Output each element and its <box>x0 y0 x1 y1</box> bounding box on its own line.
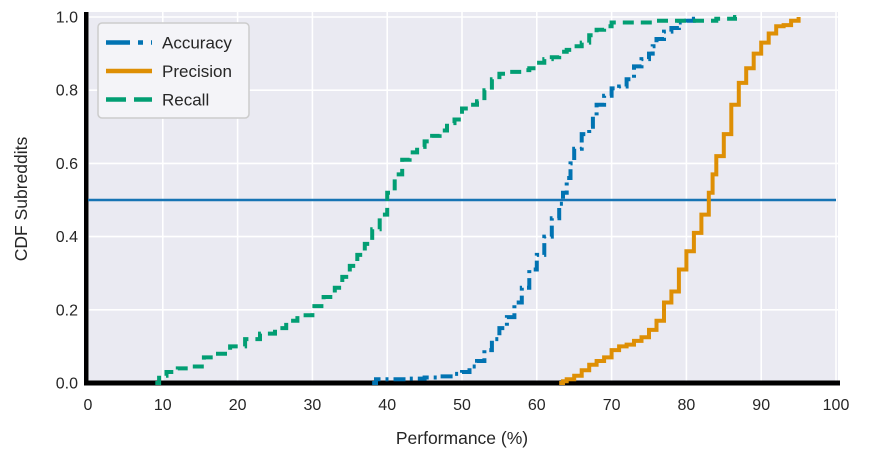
x-tick-label: 100 <box>823 397 850 414</box>
plot-layer <box>84 12 840 386</box>
y-tick-label: 0.0 <box>56 376 78 393</box>
x-tick-label: 50 <box>453 397 471 414</box>
legend: Accuracy Precision Recall <box>97 22 250 119</box>
legend-label-accuracy: Accuracy <box>162 34 232 53</box>
series-recall-line <box>155 15 739 385</box>
y-axis-label: CDF Subreddits <box>11 137 31 262</box>
x-tick-label: 40 <box>378 397 396 414</box>
x-tick-label: 70 <box>603 397 621 414</box>
y-axis-spine <box>84 12 89 386</box>
x-axis-spine <box>84 380 840 386</box>
y-tick-label: 0.6 <box>56 156 78 173</box>
legend-label-recall: Recall <box>162 91 209 110</box>
x-tick-label: 10 <box>154 397 172 414</box>
x-tick-label: 60 <box>528 397 546 414</box>
x-tick-label: 80 <box>678 397 696 414</box>
legend-label-precision: Precision <box>162 62 232 81</box>
tick-layer: 0 10 20 30 40 50 60 70 80 90 100 0.0 0.2 0.4 0.6 0.8 1.0 <box>56 10 850 415</box>
x-tick-label: 20 <box>229 397 247 414</box>
legend-box <box>97 22 250 119</box>
series-precision-line <box>559 17 801 385</box>
x-axis-label: Performance (%) <box>396 428 528 448</box>
x-tick-label: 90 <box>752 397 770 414</box>
y-tick-label: 0.8 <box>56 83 78 100</box>
y-tick-label: 0.2 <box>56 302 78 319</box>
x-tick-label: 30 <box>304 397 322 414</box>
series-accuracy-line <box>372 16 700 385</box>
x-tick-label: 0 <box>84 397 93 414</box>
y-tick-label: 1.0 <box>56 10 78 27</box>
y-tick-label: 0.4 <box>56 229 78 246</box>
